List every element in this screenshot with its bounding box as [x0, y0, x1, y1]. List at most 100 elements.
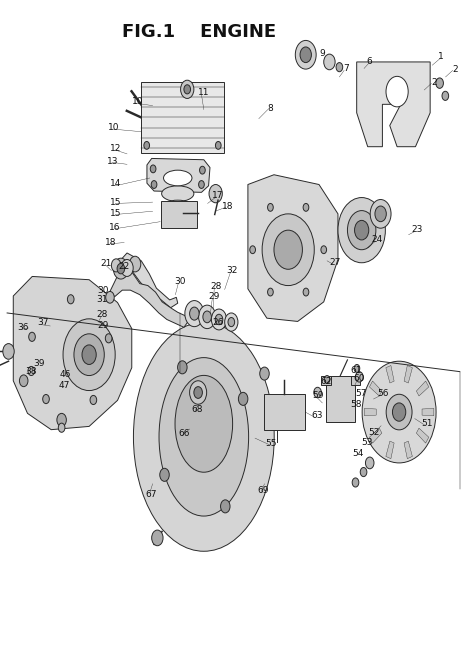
Text: 16: 16: [109, 223, 120, 232]
Circle shape: [200, 166, 205, 174]
Text: 47: 47: [58, 381, 70, 391]
Polygon shape: [404, 366, 412, 383]
Polygon shape: [404, 441, 412, 458]
Bar: [161, 201, 197, 228]
Bar: [351, 376, 360, 385]
Polygon shape: [110, 269, 189, 327]
Text: 57: 57: [356, 389, 367, 398]
Polygon shape: [369, 381, 382, 396]
Circle shape: [360, 467, 367, 477]
Bar: [141, 82, 224, 153]
Bar: [264, 394, 305, 430]
Text: 39: 39: [33, 359, 45, 368]
Text: 11: 11: [198, 88, 210, 97]
Text: 18: 18: [105, 238, 117, 247]
Polygon shape: [147, 158, 210, 192]
Text: 30: 30: [98, 286, 109, 295]
Circle shape: [354, 364, 360, 372]
Text: FIG.1    ENGINE: FIG.1 ENGINE: [122, 23, 276, 41]
Circle shape: [151, 181, 157, 188]
Circle shape: [121, 259, 133, 276]
Text: 24: 24: [371, 235, 383, 244]
Circle shape: [3, 344, 14, 359]
Circle shape: [303, 203, 309, 211]
Text: 36: 36: [17, 323, 28, 332]
Text: 52: 52: [369, 428, 380, 437]
Text: 56: 56: [377, 389, 389, 398]
Circle shape: [262, 214, 314, 286]
Circle shape: [74, 334, 104, 376]
Circle shape: [57, 413, 66, 426]
Circle shape: [185, 301, 204, 327]
Circle shape: [220, 500, 230, 513]
Ellipse shape: [159, 357, 248, 516]
Text: 10: 10: [108, 123, 119, 132]
Polygon shape: [416, 428, 429, 443]
Text: 38: 38: [25, 367, 36, 376]
Circle shape: [211, 309, 227, 330]
Circle shape: [228, 318, 235, 327]
Ellipse shape: [175, 376, 233, 472]
Text: 10: 10: [132, 96, 143, 106]
Circle shape: [356, 372, 363, 382]
Polygon shape: [386, 366, 394, 383]
Text: 55: 55: [265, 439, 277, 448]
Text: 51: 51: [421, 419, 432, 428]
Circle shape: [338, 198, 385, 263]
Circle shape: [267, 203, 273, 211]
Ellipse shape: [162, 200, 194, 216]
Circle shape: [150, 165, 156, 173]
Text: 29: 29: [98, 321, 109, 331]
Circle shape: [181, 80, 194, 98]
Circle shape: [386, 394, 412, 430]
Polygon shape: [369, 428, 382, 443]
Text: 59: 59: [313, 391, 324, 400]
Circle shape: [203, 311, 211, 323]
Circle shape: [442, 91, 448, 100]
Circle shape: [105, 334, 112, 343]
Circle shape: [295, 40, 316, 69]
Circle shape: [355, 220, 369, 240]
Circle shape: [90, 395, 97, 404]
Circle shape: [63, 319, 115, 391]
Circle shape: [347, 211, 376, 250]
Polygon shape: [386, 441, 394, 458]
Text: 12: 12: [110, 143, 122, 153]
Circle shape: [238, 393, 248, 406]
Text: 2: 2: [452, 65, 458, 74]
Circle shape: [225, 313, 238, 331]
Circle shape: [43, 394, 49, 404]
Circle shape: [352, 478, 359, 487]
Polygon shape: [365, 408, 376, 416]
Circle shape: [365, 457, 374, 469]
Text: 67: 67: [145, 490, 156, 499]
Text: 53: 53: [362, 437, 373, 447]
Polygon shape: [422, 408, 434, 416]
Circle shape: [111, 259, 121, 272]
Text: 22: 22: [118, 262, 130, 271]
Circle shape: [386, 76, 408, 107]
Text: 29: 29: [209, 292, 220, 301]
Circle shape: [117, 263, 125, 274]
Circle shape: [250, 246, 255, 254]
Circle shape: [113, 258, 128, 279]
Circle shape: [194, 387, 202, 398]
Text: 17: 17: [212, 191, 224, 200]
Polygon shape: [13, 276, 132, 430]
Circle shape: [184, 85, 191, 94]
Text: 28: 28: [210, 282, 222, 291]
Text: 7: 7: [343, 64, 349, 73]
Circle shape: [106, 291, 114, 303]
Circle shape: [178, 361, 187, 374]
Text: 13: 13: [107, 156, 118, 166]
Circle shape: [199, 305, 216, 329]
Text: 60: 60: [354, 374, 365, 383]
Bar: [326, 376, 355, 422]
Circle shape: [199, 181, 204, 188]
Text: 2: 2: [431, 78, 437, 87]
Text: 54: 54: [352, 449, 364, 458]
Text: 26: 26: [212, 318, 224, 327]
Circle shape: [324, 54, 335, 70]
Text: 63: 63: [311, 411, 322, 421]
Text: 14: 14: [110, 179, 122, 188]
